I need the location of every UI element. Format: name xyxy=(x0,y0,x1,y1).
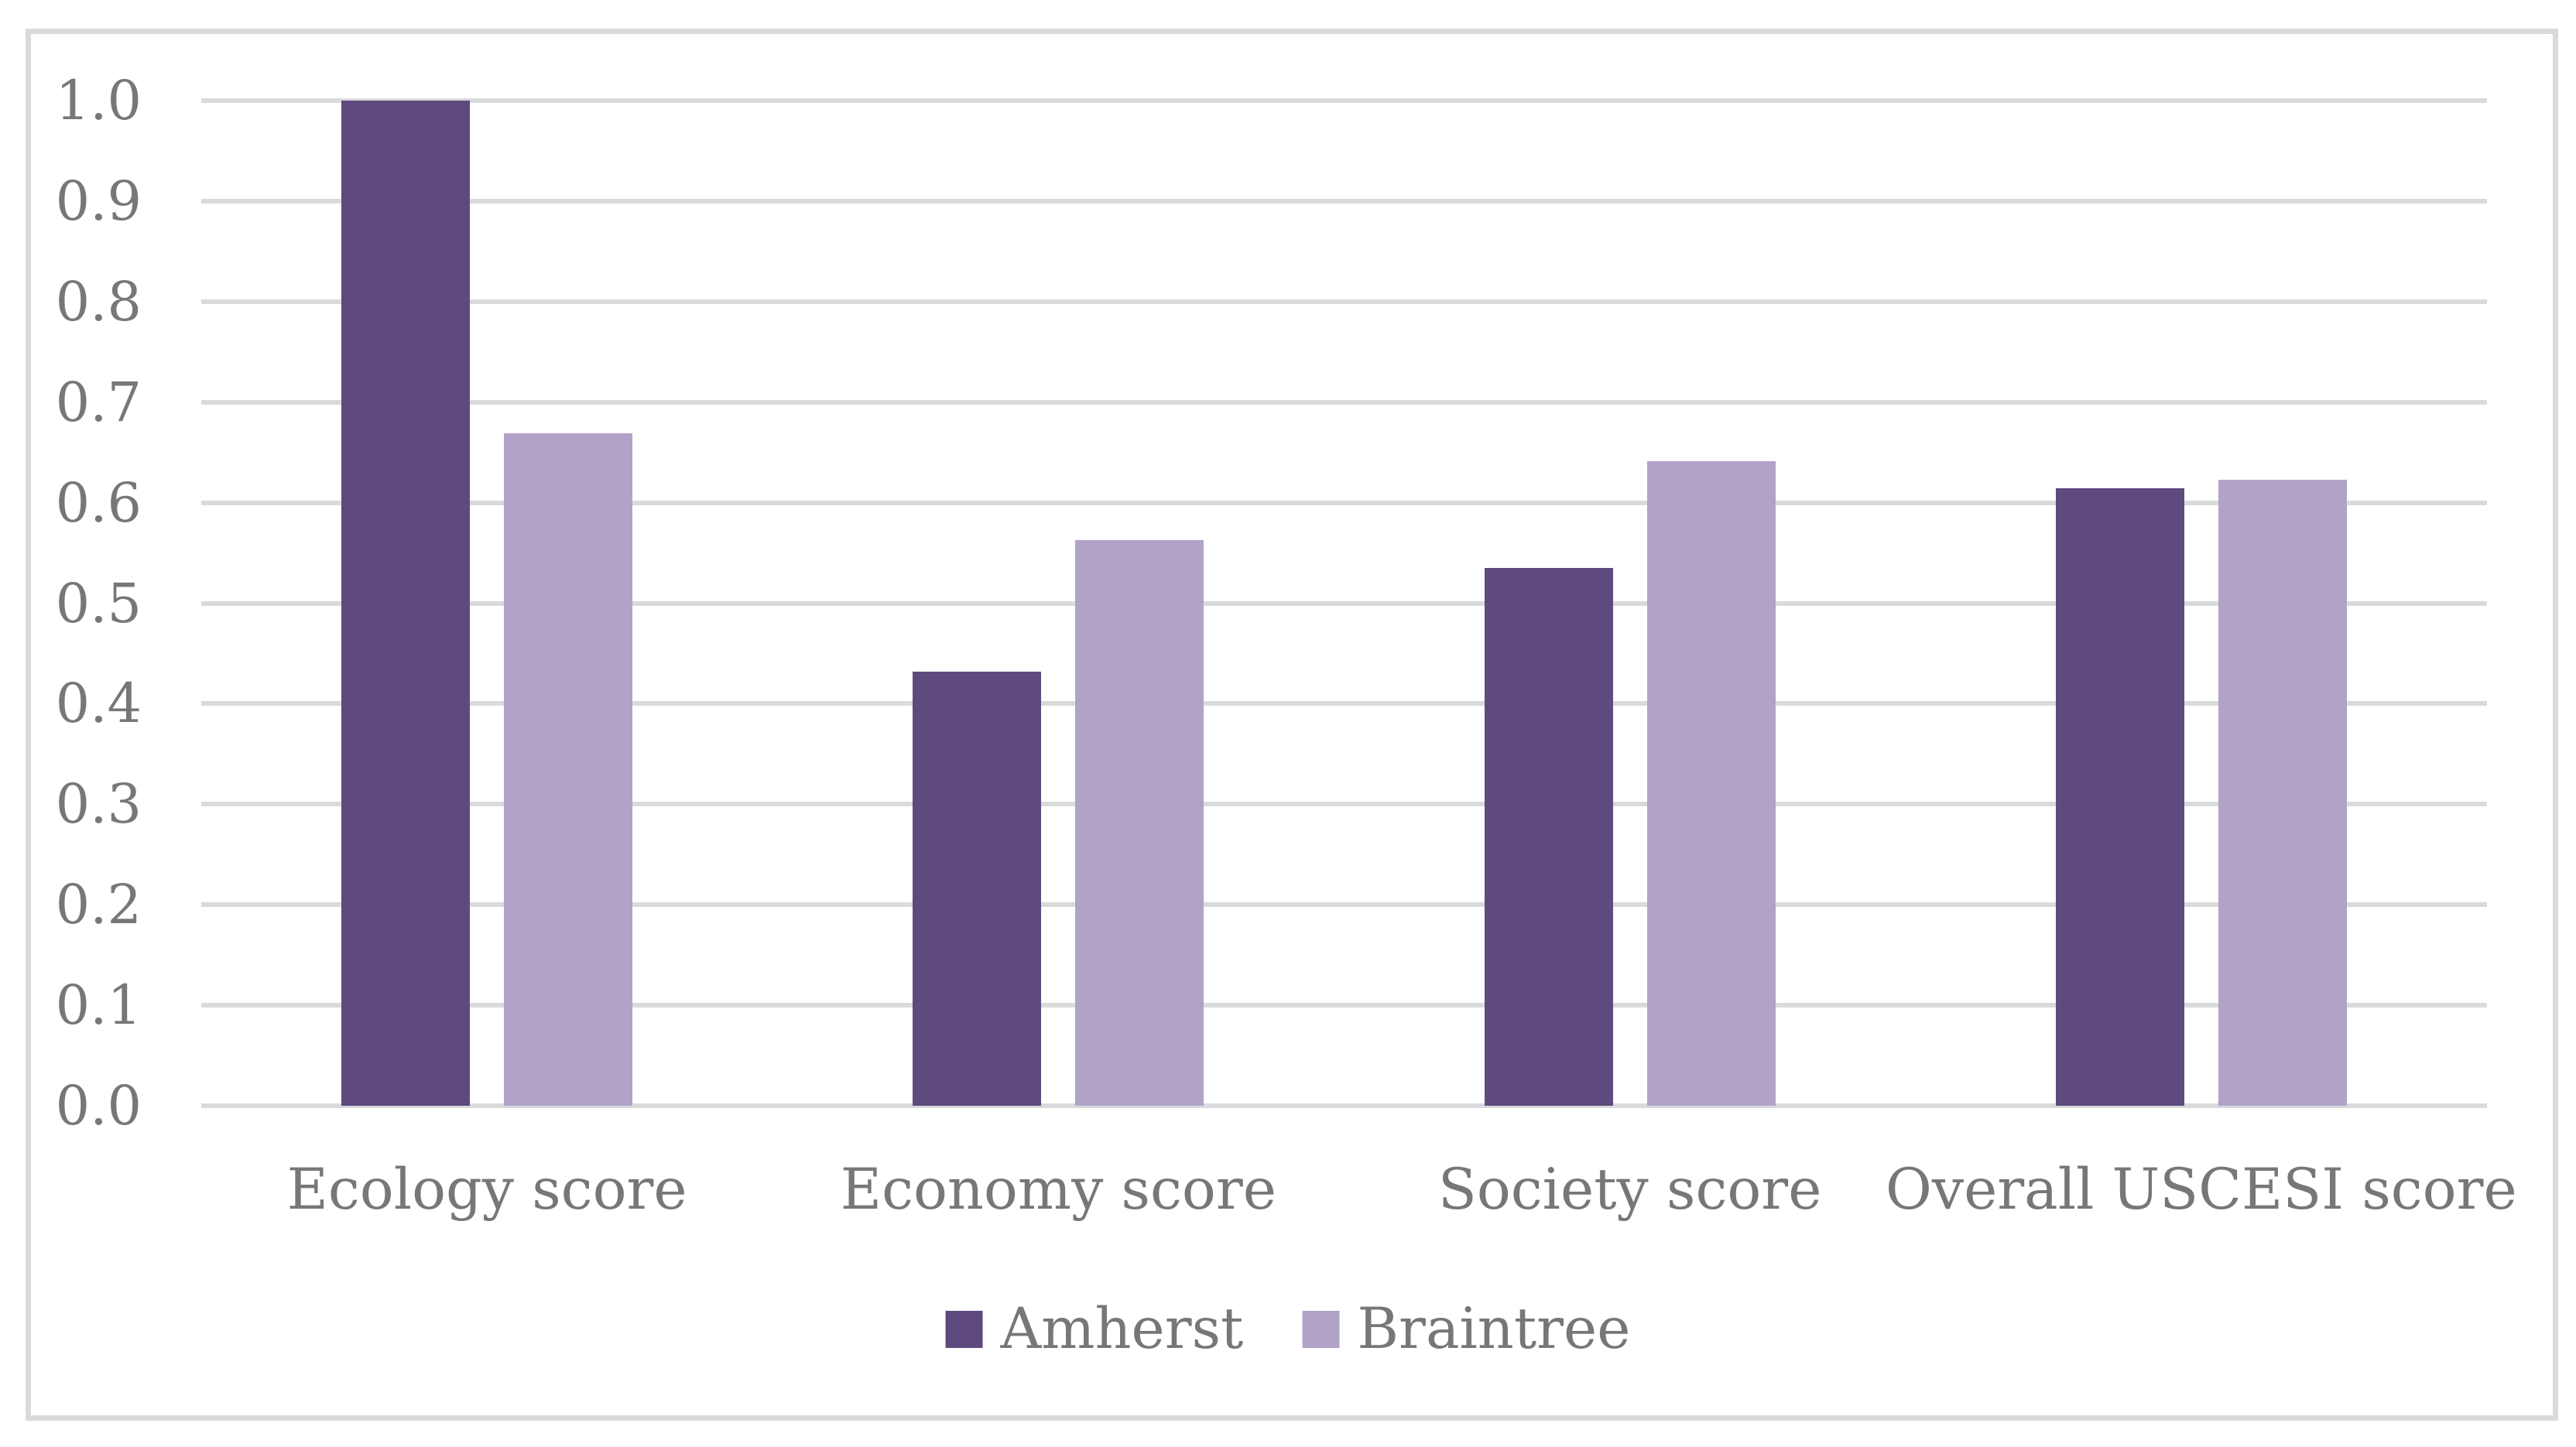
y-axis-tick-label: 0.8 xyxy=(55,269,142,334)
bar-braintree-society-score xyxy=(1646,461,1776,1106)
legend-label: Amherst xyxy=(1000,1296,1244,1362)
bar-amherst-ecology-score xyxy=(341,101,471,1106)
gridline xyxy=(201,1103,2487,1108)
y-axis-tick-label: 0.6 xyxy=(55,470,142,535)
gridline xyxy=(201,600,2487,606)
y-axis-tick-label: 1.0 xyxy=(55,69,142,132)
gridline xyxy=(201,98,2487,103)
bar-braintree-economy-score xyxy=(1075,539,1204,1106)
x-axis-category-label: Economy score xyxy=(840,1157,1276,1223)
gridline xyxy=(201,1003,2487,1008)
legend-label: Braintree xyxy=(1357,1296,1631,1362)
gridline xyxy=(201,701,2487,706)
legend-swatch-icon xyxy=(1302,1311,1340,1348)
y-axis-tick-label: 0.0 xyxy=(55,1074,142,1137)
x-axis-category-label: Society score xyxy=(1437,1157,1822,1223)
gridline xyxy=(201,802,2487,807)
bar-amherst-economy-score xyxy=(913,671,1042,1106)
bar-braintree-overall-uscesi-score xyxy=(2218,479,2347,1106)
legend-swatch-icon xyxy=(945,1311,983,1348)
y-axis-tick-label: 0.5 xyxy=(55,571,142,635)
x-axis-category-label: Overall USCESI score xyxy=(1886,1157,2517,1223)
y-axis-tick-label: 0.4 xyxy=(55,672,142,736)
legend-item-braintree: Braintree xyxy=(1302,1298,1630,1360)
bar-braintree-ecology-score xyxy=(504,433,633,1106)
legend: Amherst Braintree xyxy=(945,1296,1630,1362)
legend-item-amherst: Amherst xyxy=(945,1296,1244,1362)
y-axis-tick-label: 0.7 xyxy=(55,370,142,434)
gridline xyxy=(201,902,2487,908)
gridline xyxy=(201,500,2487,505)
y-axis-tick-label: 0.2 xyxy=(55,873,142,937)
bar-amherst-society-score xyxy=(1484,568,1613,1106)
y-axis-tick-label: 0.9 xyxy=(55,169,142,233)
bar-amherst-overall-uscesi-score xyxy=(2055,488,2184,1106)
x-axis-category-label: Ecology score xyxy=(286,1157,687,1223)
gridline xyxy=(201,399,2487,405)
y-axis-tick-label: 0.3 xyxy=(55,772,142,836)
y-axis-tick-label: 0.1 xyxy=(55,973,142,1038)
gridline xyxy=(201,299,2487,304)
gridline xyxy=(201,198,2487,204)
